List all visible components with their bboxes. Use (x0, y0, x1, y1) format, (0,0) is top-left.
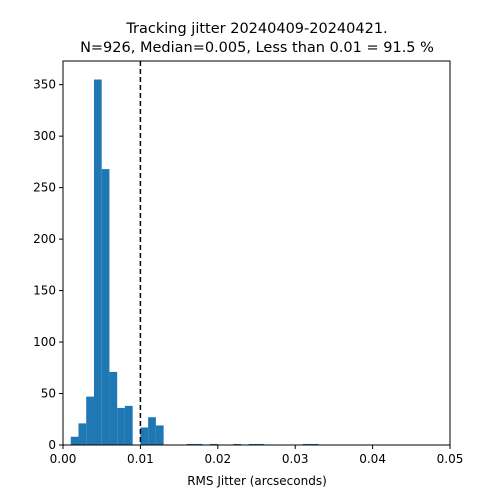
x-tick-label: 0.04 (359, 452, 386, 466)
histogram-bar (125, 406, 133, 445)
x-tick-label: 0.00 (50, 452, 77, 466)
histogram-bar (140, 427, 148, 445)
y-tick-label: 150 (33, 284, 56, 298)
histogram-bars (71, 80, 319, 445)
y-tick-label: 350 (33, 78, 56, 92)
chart-title-line1: Tracking jitter 20240409-20240421. (125, 21, 387, 37)
x-tick-label: 0.05 (437, 452, 464, 466)
chart-title-line2: N=926, Median=0.005, Less than 0.01 = 91… (80, 40, 434, 56)
histogram-bar (109, 372, 117, 445)
histogram-bar (94, 80, 102, 445)
x-axis-ticks: 0.00 0.01 0.02 0.03 0.04 0.05 (50, 445, 464, 466)
histogram-bar (102, 169, 110, 445)
x-tick-label: 0.01 (127, 452, 154, 466)
y-axis-ticks: 0 50 100 150 200 250 300 350 (33, 78, 63, 452)
y-tick-label: 300 (33, 129, 56, 143)
y-tick-label: 200 (33, 232, 56, 246)
histogram-bar (78, 423, 86, 445)
histogram-bar (86, 397, 94, 445)
histogram-bar (71, 437, 79, 445)
x-tick-label: 0.03 (282, 452, 309, 466)
histogram-bar (117, 408, 125, 445)
plot-frame (63, 61, 450, 445)
y-tick-label: 250 (33, 181, 56, 195)
histogram-bar (156, 425, 164, 445)
y-tick-label: 100 (33, 335, 56, 349)
y-tick-label: 50 (41, 387, 56, 401)
histogram-bar (148, 417, 156, 445)
y-tick-label: 0 (48, 438, 56, 452)
x-tick-label: 0.02 (204, 452, 231, 466)
x-axis-label: RMS Jitter (arcseconds) (187, 474, 327, 488)
